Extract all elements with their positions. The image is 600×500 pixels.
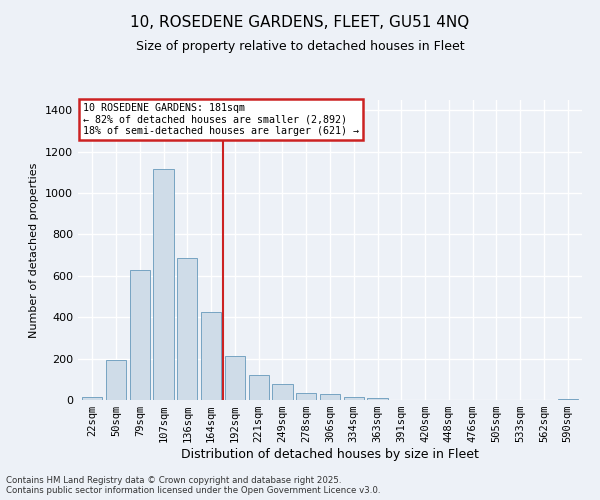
- Bar: [344, 397, 364, 400]
- Bar: [557, 399, 578, 400]
- Bar: [296, 393, 316, 400]
- Bar: [130, 270, 150, 400]
- Bar: [367, 398, 388, 400]
- Bar: [225, 356, 245, 400]
- Bar: [154, 170, 173, 400]
- Text: 10 ROSEDENE GARDENS: 181sqm
← 82% of detached houses are smaller (2,892)
18% of : 10 ROSEDENE GARDENS: 181sqm ← 82% of det…: [83, 103, 359, 136]
- Text: 10, ROSEDENE GARDENS, FLEET, GU51 4NQ: 10, ROSEDENE GARDENS, FLEET, GU51 4NQ: [130, 15, 470, 30]
- Bar: [106, 360, 126, 400]
- Bar: [82, 397, 103, 400]
- X-axis label: Distribution of detached houses by size in Fleet: Distribution of detached houses by size …: [181, 448, 479, 461]
- Y-axis label: Number of detached properties: Number of detached properties: [29, 162, 40, 338]
- Bar: [177, 258, 197, 400]
- Bar: [320, 394, 340, 400]
- Bar: [201, 312, 221, 400]
- Bar: [272, 384, 293, 400]
- Text: Size of property relative to detached houses in Fleet: Size of property relative to detached ho…: [136, 40, 464, 53]
- Text: Contains HM Land Registry data © Crown copyright and database right 2025.
Contai: Contains HM Land Registry data © Crown c…: [6, 476, 380, 495]
- Bar: [248, 375, 269, 400]
